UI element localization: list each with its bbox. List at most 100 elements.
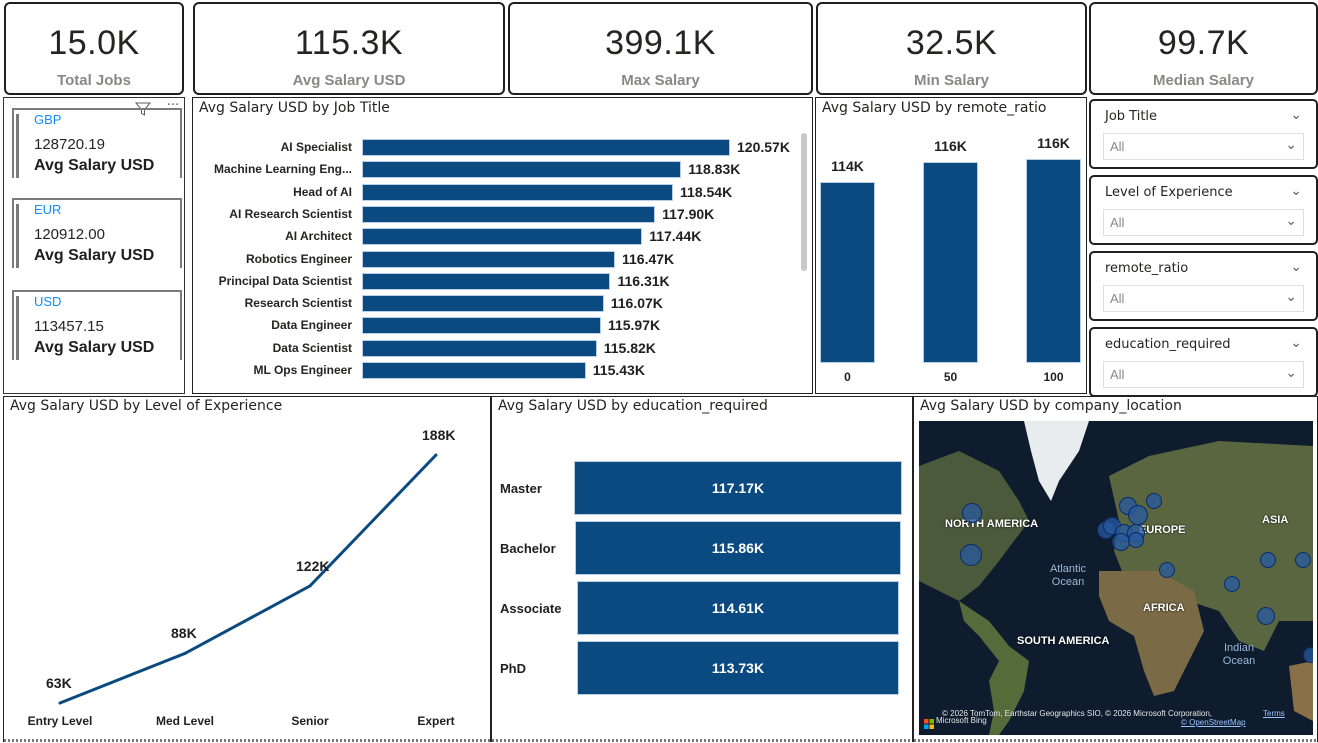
bar[interactable] bbox=[362, 339, 597, 357]
openstreetmap-link[interactable]: © OpenStreetMap bbox=[1181, 718, 1246, 727]
map-bubble[interactable] bbox=[1146, 493, 1162, 509]
bar-data-label: 117.17K bbox=[711, 480, 765, 496]
line-data-label: 188K bbox=[422, 427, 456, 443]
slicer-dropdown[interactable]: All ⌄ bbox=[1103, 133, 1304, 160]
bar[interactable] bbox=[362, 250, 615, 268]
currency-row[interactable]: USD 113457.15 Avg Salary USD bbox=[12, 290, 182, 360]
bar[interactable]: 115.86K bbox=[575, 521, 901, 575]
x-axis-tick-label: Senior bbox=[291, 714, 329, 728]
map-attribution: © 2026 TomTom, Earthstar Geographics SIO… bbox=[942, 709, 1212, 718]
slicer-value: All bbox=[1110, 367, 1125, 382]
chevron-down-icon: ⌄ bbox=[1285, 213, 1297, 229]
slicer-dropdown[interactable]: All ⌄ bbox=[1103, 361, 1304, 388]
slicer-level-of-experience[interactable]: Level of Experience ⌄ All ⌄ bbox=[1089, 175, 1318, 245]
bar[interactable] bbox=[362, 183, 674, 201]
data-point[interactable] bbox=[308, 584, 312, 588]
greenland-shape bbox=[1024, 421, 1089, 501]
map-bubble[interactable] bbox=[1303, 647, 1313, 663]
chevron-down-icon[interactable]: ⌄ bbox=[1290, 183, 1302, 199]
data-point[interactable] bbox=[434, 453, 438, 457]
kpi-card-total-jobs[interactable]: 15.0K Total Jobs bbox=[4, 2, 184, 95]
kpi-card-max-salary[interactable]: 399.1K Max Salary bbox=[508, 2, 813, 95]
bar[interactable] bbox=[362, 139, 730, 156]
x-axis-tick-label: Entry Level bbox=[27, 714, 93, 728]
currency-row[interactable]: GBP 128720.19 Avg Salary USD bbox=[12, 108, 182, 178]
map-bubble[interactable] bbox=[1224, 576, 1240, 592]
chart-title: Avg Salary USD by Level of Experience bbox=[10, 398, 283, 414]
africa-shape bbox=[1099, 571, 1204, 696]
map-bubble[interactable] bbox=[1128, 505, 1148, 525]
currency-value: 128720.19 bbox=[34, 136, 105, 153]
education-required-bar-chart[interactable]: Avg Salary USD by education_required Mas… bbox=[491, 396, 913, 742]
bar-data-label: 114.61K bbox=[711, 600, 765, 616]
slicer-dropdown[interactable]: All ⌄ bbox=[1103, 285, 1304, 312]
bar-category-label: Research Scientist bbox=[244, 296, 352, 311]
south-america-shape bbox=[959, 601, 1029, 735]
bar-data-label: 118.54K bbox=[680, 183, 733, 200]
kpi-card-min-salary[interactable]: 32.5K Min Salary bbox=[816, 2, 1087, 95]
map-bubble[interactable] bbox=[1159, 562, 1175, 578]
kpi-card-median-salary[interactable]: 99.7K Median Salary bbox=[1089, 2, 1318, 95]
map-provider: Microsoft Bing bbox=[936, 716, 987, 725]
bar[interactable]: 117.17K bbox=[574, 461, 902, 515]
job-title-bar-chart[interactable]: Avg Salary USD by Job Title AI Specialis… bbox=[192, 97, 813, 394]
kpi-value: 99.7K bbox=[1157, 24, 1250, 62]
slicer-education-required[interactable]: education_required ⌄ All ⌄ bbox=[1089, 327, 1318, 397]
bar[interactable] bbox=[362, 362, 586, 379]
column-data-label: 116K bbox=[1037, 135, 1070, 151]
bar-category-label: Head of AI bbox=[293, 184, 352, 199]
map-bubble[interactable] bbox=[960, 544, 982, 566]
bar-category-label: Associate bbox=[500, 601, 562, 616]
currency-category: USD bbox=[34, 294, 62, 309]
currency-row[interactable]: EUR 120912.00 Avg Salary USD bbox=[12, 198, 182, 268]
kpi-value: 32.5K bbox=[905, 24, 998, 62]
bar-category-label: ML Ops Engineer bbox=[253, 363, 352, 377]
row-accent bbox=[16, 296, 19, 360]
map-bubble[interactable] bbox=[962, 503, 982, 523]
bar[interactable] bbox=[362, 205, 656, 223]
chart-title: Avg Salary USD by education_required bbox=[498, 398, 768, 414]
bar-data-label: 117.44K bbox=[649, 228, 702, 245]
bar[interactable] bbox=[362, 295, 604, 313]
bar[interactable] bbox=[362, 272, 611, 290]
bar[interactable]: 114.61K bbox=[576, 581, 900, 635]
chart-scrollbar[interactable] bbox=[801, 133, 807, 271]
map-bubble[interactable] bbox=[1257, 607, 1275, 625]
map-bubble[interactable] bbox=[1260, 552, 1276, 568]
column-data-label: 114K bbox=[831, 158, 864, 174]
bar[interactable] bbox=[362, 228, 643, 246]
terms-link[interactable]: Terms bbox=[1263, 709, 1285, 718]
series-line[interactable] bbox=[59, 453, 438, 705]
data-point[interactable] bbox=[183, 651, 187, 655]
bar[interactable] bbox=[362, 161, 682, 179]
slicer-dropdown[interactable]: All ⌄ bbox=[1103, 209, 1304, 236]
column-bar[interactable] bbox=[1026, 159, 1081, 363]
bar-data-label: 116.31K bbox=[617, 272, 670, 289]
currency-label: Avg Salary USD bbox=[34, 157, 155, 174]
bar-category-label: AI Specialist bbox=[280, 140, 352, 154]
chevron-down-icon[interactable]: ⌄ bbox=[1290, 259, 1302, 275]
slicer-title: Level of Experience bbox=[1105, 185, 1233, 200]
bar-category-label: Robotics Engineer bbox=[245, 251, 352, 266]
map-bubble[interactable] bbox=[1295, 552, 1311, 568]
kpi-value: 399.1K bbox=[605, 24, 716, 62]
x-axis-tick-label: Med Level bbox=[155, 714, 215, 728]
bar[interactable] bbox=[362, 317, 601, 335]
remote-ratio-column-chart[interactable]: Avg Salary USD by remote_ratio 114K 0 116K… bbox=[815, 97, 1087, 394]
column-bar[interactable] bbox=[820, 182, 875, 363]
bar-category-label: Data Engineer bbox=[271, 318, 352, 333]
map-bubble[interactable] bbox=[1128, 532, 1144, 548]
column-bar[interactable] bbox=[923, 162, 978, 363]
currency-multi-row-card[interactable]: ··· GBP 128720.19 Avg Salary USD EUR 120… bbox=[3, 97, 185, 394]
bar[interactable]: 113.73K bbox=[577, 641, 899, 695]
chevron-down-icon[interactable]: ⌄ bbox=[1290, 335, 1302, 351]
slicer-job-title[interactable]: Job Title ⌄ All ⌄ bbox=[1089, 99, 1318, 169]
north-america-shape bbox=[919, 451, 1029, 601]
slicer-remote-ratio[interactable]: remote_ratio ⌄ All ⌄ bbox=[1089, 251, 1318, 321]
data-point[interactable] bbox=[58, 701, 62, 705]
level-of-experience-line-chart[interactable]: Avg Salary USD by Level of Experience 63… bbox=[3, 396, 491, 742]
map-canvas[interactable]: NORTH AMERICA EUROPE ASIA AFRICA SOUTH A… bbox=[919, 421, 1313, 735]
column-category-label: 0 bbox=[844, 370, 851, 384]
kpi-card-avg-salary[interactable]: 115.3K Avg Salary USD bbox=[193, 2, 505, 95]
chevron-down-icon[interactable]: ⌄ bbox=[1290, 107, 1302, 123]
